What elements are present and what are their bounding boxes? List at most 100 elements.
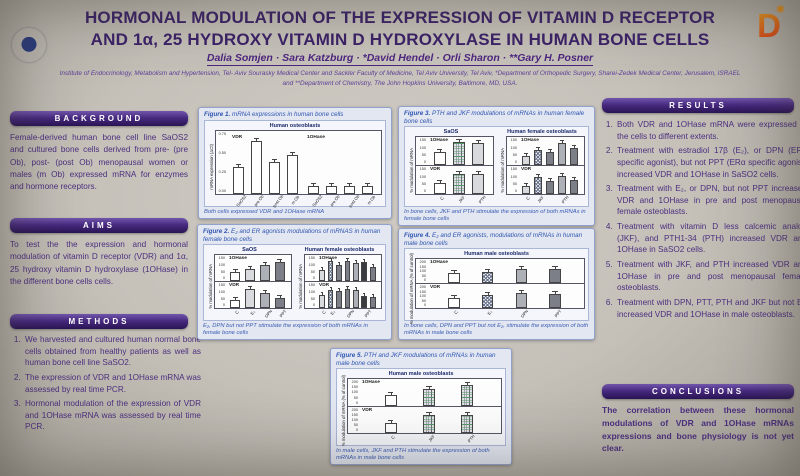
y-tick-label: 0: [423, 189, 426, 194]
bar: [232, 163, 245, 194]
bar: [384, 391, 397, 406]
y-tick-label: 100: [351, 390, 358, 395]
figure-caption: Figure 4. E₂ and ER agonists, modulation…: [404, 232, 583, 247]
bar: [259, 261, 270, 282]
affiliation-line2: and **Department of Chemistry, The John …: [282, 79, 518, 87]
x-tick-label: DPN: [519, 308, 530, 319]
series-label: 1OHase: [430, 260, 448, 266]
chart-panels: Human male osteoblasts % modulation of mR…: [340, 371, 502, 446]
figure-label: Figure 2.: [203, 228, 230, 235]
y-axis-ticks: 150 100 50 0: [417, 166, 427, 194]
y-axis-label: mRNA expression (ΔCt): [209, 143, 214, 190]
y-tick-label: 0: [355, 400, 358, 405]
y-tick-label: 100: [419, 145, 426, 150]
x-tick-label: m Ob: [366, 194, 377, 206]
panel-title: Human female osteoblasts: [304, 247, 375, 254]
bar: [343, 182, 356, 194]
chart-row: 150 100 50 0 1OHase: [506, 136, 585, 167]
list-item: Hormonal modulation of the expression of…: [23, 398, 201, 433]
figure-5-box: Figure 5. PTH and JKF modulations of mRN…: [330, 348, 512, 465]
bar: [274, 259, 285, 282]
bar: [472, 171, 485, 195]
chart-row: 200 150 100 50 0 VDR: [415, 284, 585, 310]
y-tick-label: 0.50: [218, 150, 226, 155]
x-tick-label: C: [438, 195, 445, 202]
series-label: 1OHase: [362, 380, 380, 386]
bar-group: [318, 285, 377, 309]
background-text: Female-derived human bone cell line SaOS…: [10, 133, 188, 192]
chart-panel: Human male osteoblasts % modulation of mR…: [340, 371, 502, 446]
chart-panel: Human female osteoblasts % modulation of …: [297, 247, 382, 319]
y-tick-label: 50: [220, 269, 225, 274]
y-axis-ticks: 150 100 50 0: [306, 282, 316, 308]
bar-group: [228, 285, 287, 309]
bar: [448, 294, 460, 309]
bar-group: [429, 262, 580, 284]
y-tick-label: 0: [355, 428, 358, 433]
y-tick-label: 0: [514, 160, 517, 165]
bar: [319, 291, 326, 309]
results-list: Both VDR and 1OHase mRNA were expressed …: [602, 119, 800, 323]
bar-group: [429, 139, 489, 166]
list-item: Treatment with JKF, and PTH increased VD…: [615, 259, 800, 294]
list-item: The expression of VDR and 1OHase mRNA wa…: [23, 372, 201, 395]
y-axis-ticks: 200 150 100 50 0: [417, 284, 427, 308]
results-section-header: RESULTS: [602, 98, 794, 113]
bar-group: 1OHase: [304, 134, 377, 194]
x-tick-label: DPN: [345, 308, 356, 319]
y-tick-label: 200: [419, 285, 426, 290]
bar: [549, 290, 561, 309]
bar: [230, 268, 241, 282]
y-tick-label: 50: [512, 181, 517, 186]
tel-aviv-university-seal-icon: [12, 28, 46, 62]
series-label: 1OHase: [521, 138, 539, 144]
y-axis-ticks: 150 100 50 0: [306, 255, 316, 281]
series-label: VDR: [319, 283, 330, 289]
series-label: VDR: [430, 285, 441, 291]
bar: [361, 182, 374, 194]
y-tick-label: 50: [310, 296, 315, 301]
bar: [453, 139, 465, 166]
bar: [325, 182, 338, 194]
y-tick-label: 50: [421, 181, 426, 186]
figure-chart-area: SaOS% modulation of mRNA 150 100 50 0 1OHase 1…: [203, 244, 386, 322]
chart-panels: Human male osteoblasts % modulation of mR…: [408, 251, 585, 324]
x-tick-label: JKF: [536, 195, 545, 205]
figure-2-box: Figure 2. E₂ and ER agonists modulations…: [197, 224, 392, 340]
affiliations: Institute of Endocrinology, Metabolism a…: [0, 69, 800, 88]
bar: [274, 294, 285, 309]
y-tick-label: 0: [222, 276, 225, 281]
y-tick-label: 0.00: [218, 188, 226, 193]
bar-group: [318, 257, 377, 282]
figure-footnote: Both cells expressed VDR and 1OHase mRNA: [204, 208, 325, 215]
x-tick-label: DPN: [263, 308, 273, 319]
figure-1-box: Figure 1. mRNA expressions in human bone…: [198, 107, 392, 219]
poster-title: HORMONAL MODULATION OF THE EXPRESSION OF…: [55, 7, 745, 51]
figure-chart-area: Human male osteoblasts % modulation of mR…: [336, 368, 506, 446]
bar: [327, 257, 334, 282]
background-section-header: BACKGROUND: [10, 111, 188, 126]
y-tick-label: 0: [312, 276, 315, 281]
y-tick-label: 150: [419, 289, 426, 294]
y-tick-label: 150: [351, 385, 358, 390]
bar: [245, 285, 256, 309]
bar: [472, 140, 485, 166]
y-tick-label: 100: [510, 174, 517, 179]
y-tick-label: 0: [514, 189, 517, 194]
bar: [361, 259, 368, 282]
panel-title: SaOS: [443, 129, 459, 136]
bar-group: [361, 410, 497, 434]
x-axis-labels: C JKF PTH: [347, 434, 502, 444]
bar: [433, 179, 446, 195]
figure-chart-area: Human osteoblasts mRNA expression (ΔCt) 0.…: [204, 119, 386, 208]
bar: [515, 289, 528, 309]
chart-row: 150 100 50 0 1OHase: [214, 254, 292, 283]
authors-line: Dalia Somjen · Sara Katzburg · *David He…: [0, 52, 800, 66]
y-tick-label: 200: [351, 380, 358, 385]
chart-row: 150 100 50 0 VDR: [304, 282, 382, 310]
y-tick-label: 150: [510, 167, 517, 172]
y-tick-label: 50: [421, 273, 426, 278]
x-tick-label: SaOS2: [311, 193, 324, 208]
figure-4-box: Figure 4. E₂ and ER agonists, modulation…: [398, 228, 595, 340]
figure-caption: Figure 2. E₂ and ER agonists modulations…: [203, 228, 381, 243]
